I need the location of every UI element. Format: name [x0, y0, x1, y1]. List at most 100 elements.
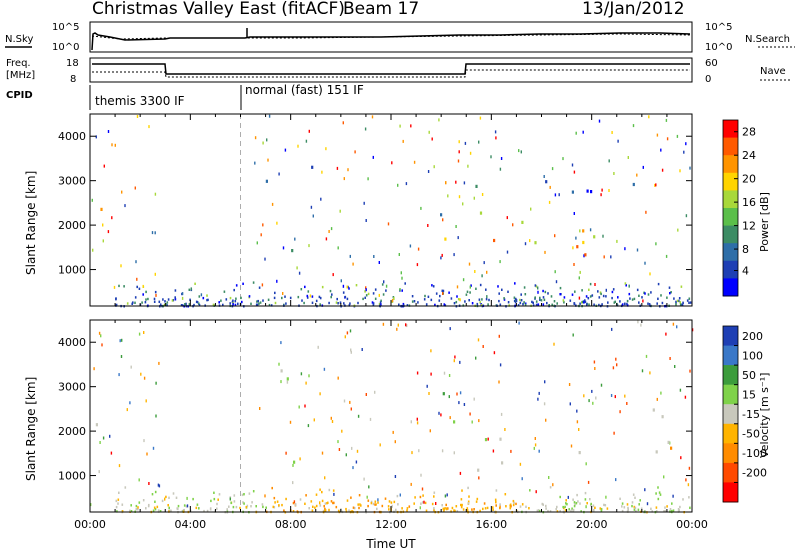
velocity-noise-cell [591, 389, 593, 393]
power-colorbar-segment [723, 278, 738, 297]
power-ground-cell [559, 286, 562, 290]
power-noise-cell [365, 219, 367, 222]
velocity-ytick-label: 1000 [58, 470, 86, 483]
velocity-noise-cell [286, 380, 289, 384]
velocity-noise-cell [463, 403, 466, 406]
power-noise-cell [575, 236, 577, 240]
power-noise-cell [256, 241, 258, 245]
velocity-noise-cell [321, 451, 324, 455]
power-ground-cell [548, 304, 550, 307]
power-ground-cell [240, 296, 242, 300]
power-ground-cell [563, 296, 566, 299]
velocity-noise-cell [155, 414, 157, 418]
velocity-ground-cell [183, 508, 185, 512]
velocity-noise-cell [576, 409, 578, 413]
velocity-ground-cell [655, 506, 658, 509]
velocity-echo-cell [667, 440, 670, 444]
power-ground-cell [229, 296, 232, 300]
power-noise-cell [573, 170, 576, 174]
power-noise-cell [151, 231, 154, 235]
power-ground-cell [273, 296, 276, 300]
power-ground-cell [524, 293, 527, 296]
power-ground-cell [657, 297, 659, 300]
velocity-noise-cell [377, 498, 379, 502]
velocity-noise-cell [186, 496, 188, 500]
power-ground-cell [638, 294, 640, 297]
power-ground-cell [132, 301, 134, 304]
velocity-noise-cell [98, 470, 100, 474]
power-ground-cell [441, 289, 444, 292]
velocity-ground-cell [124, 486, 127, 489]
power-ground-cell [675, 300, 677, 304]
power-ground-cell [438, 299, 441, 302]
xtick-label: 00:00 [74, 518, 106, 531]
velocity-noise-cell [473, 397, 475, 401]
power-ground-cell [481, 298, 483, 301]
power-ground-cell [303, 301, 305, 305]
velocity-ground-cell [273, 506, 276, 509]
velocity-noise-cell [102, 436, 105, 440]
power-ground-cell [650, 291, 652, 294]
velocity-ground-cell [504, 493, 507, 496]
velocity-ground-cell [135, 504, 138, 508]
velocity-ground-cell [345, 507, 347, 511]
velocity-ground-cell [168, 506, 170, 510]
velocity-noise-cell [456, 392, 458, 396]
power-ground-cell [559, 293, 561, 296]
velocity-ground-cell [461, 503, 463, 507]
power-noise-cell [305, 139, 308, 143]
power-noise-cell [654, 183, 656, 187]
velocity-noise-cell [444, 494, 447, 498]
velocity-ground-cell [196, 503, 199, 506]
power-echo-cell [586, 189, 589, 193]
power-ground-cell [661, 301, 664, 305]
velocity-noise-cell [129, 401, 131, 405]
power-noise-cell [524, 242, 527, 246]
power-ground-cell [189, 298, 191, 301]
power-noise-cell [330, 227, 333, 231]
power-ground-cell [349, 302, 351, 305]
velocity-ground-cell [359, 503, 361, 506]
power-noise-cell [387, 222, 390, 226]
power-ground-cell [364, 296, 366, 299]
power-ground-cell [255, 303, 258, 306]
power-ground-cell [202, 296, 205, 300]
velocity-noise-cell [615, 478, 617, 482]
velocity-colorbar: 200 100 50 15 -15 -50 -100 -200 [722, 325, 767, 503]
power-ground-cell [284, 295, 286, 298]
power-ground-cell [626, 302, 628, 306]
power-ground-cell [520, 299, 523, 302]
power-ground-cell [542, 303, 545, 306]
velocity-ground-cell [604, 504, 607, 507]
power-noise-cell [441, 253, 443, 257]
velocity-colorbar-segment [723, 345, 738, 366]
velocity-ground-cell [584, 498, 587, 501]
xtick-label: 12:00 [375, 518, 407, 531]
nsky-label: N.Sky [5, 34, 33, 45]
power-ground-cell [328, 301, 330, 305]
power-ground-cell [417, 301, 419, 304]
power-ground-cell [281, 296, 283, 300]
velocity-noise-cell [109, 434, 111, 438]
velocity-ground-cell [606, 507, 609, 510]
velocity-ground-cell [634, 506, 637, 510]
velocity-ground-cell [603, 503, 605, 507]
freq-line [92, 63, 690, 75]
velocity-ground-cell [577, 500, 579, 503]
velocity-ground-cell [658, 491, 661, 494]
velocity-ground-cell [357, 503, 359, 506]
velocity-ground-cell [494, 498, 497, 501]
velocity-xticks: 00:00 04:00 08:00 12:00 16:00 20:00 00:00 [74, 320, 708, 531]
velocity-noise-cell [498, 380, 500, 384]
power-noise-cell [276, 279, 278, 283]
power-noise-cell [342, 121, 344, 125]
power-ground-cell [583, 301, 585, 304]
velocity-noise-cell [110, 451, 113, 455]
power-noise-cell [464, 141, 467, 145]
power-ground-cell [468, 299, 470, 302]
velocity-noise-cell [543, 402, 546, 406]
velocity-ground-cell [292, 510, 295, 513]
power-noise-cell [391, 299, 394, 302]
power-noise-cell [628, 284, 630, 288]
velocity-noise-cell [292, 481, 294, 485]
